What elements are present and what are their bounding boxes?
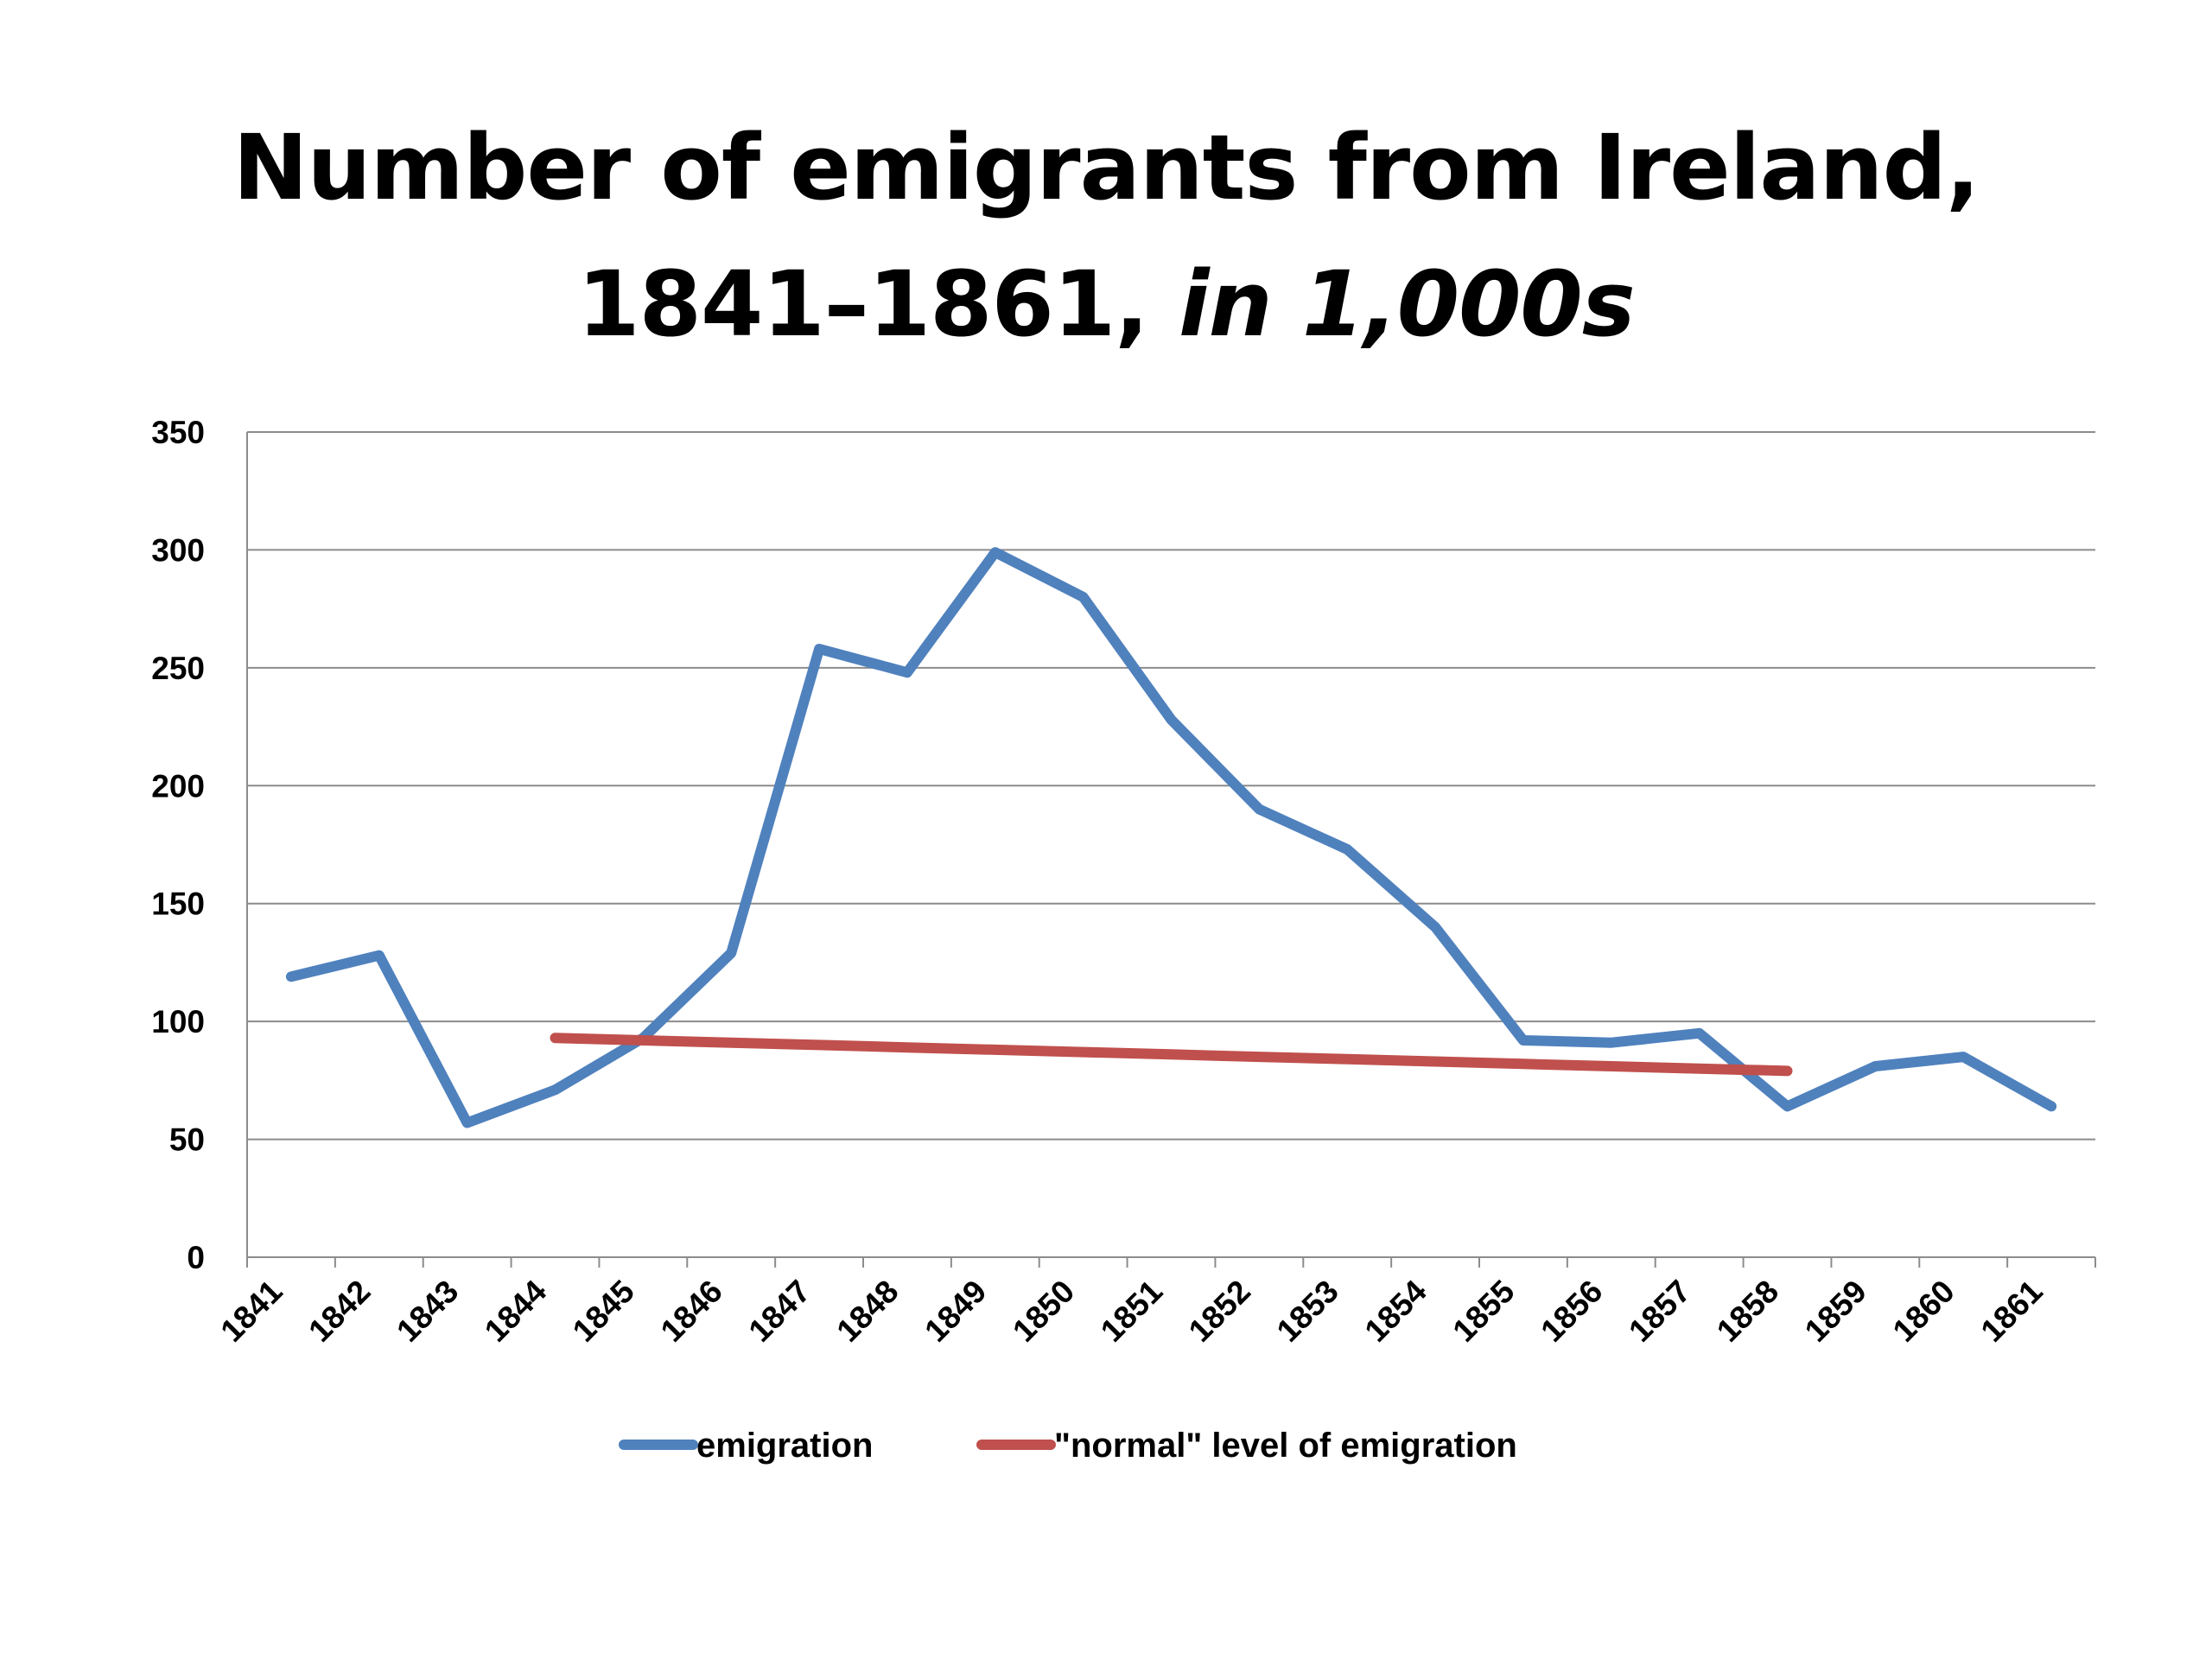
y-tick-label: 100 [151,1004,205,1039]
y-tick-label: 300 [151,532,205,568]
x-tick-label: 1853 [1270,1274,1345,1349]
y-tick-label: 0 [187,1240,205,1275]
y-tick-label: 50 [169,1122,205,1158]
x-axis-ticks: 1841 1842 1843 1844 1845 1846 1847 1848 1849 1850… [213,1273,2049,1348]
x-tick-label: 1847 [742,1274,817,1349]
series-line-emigration [285,547,2057,1128]
x-tick-label: 1841 [213,1274,289,1349]
x-tick-label: 1859 [1798,1274,1873,1349]
gridlines [247,431,2095,1141]
chart-title: Number of emigrants from Ireland, 1841–1… [0,99,2212,372]
x-tick-label: 1849 [918,1274,993,1349]
x-tick-label: 1842 [302,1274,377,1349]
axes [246,432,2096,1268]
x-tick-label: 1857 [1622,1274,1697,1349]
chart-title-line2: 1841–1861, in 1,000s [0,236,2212,372]
y-tick-label: 250 [151,651,205,686]
chart-title-line1: Number of emigrants from Ireland, [232,115,1980,220]
x-tick-label: 1850 [1006,1274,1081,1349]
legend: emigration "normal" level of emigration [619,1427,1517,1465]
x-tick-label: 1848 [830,1274,905,1349]
y-tick-label: 150 [151,887,205,922]
series-line-normal-level [550,1033,1793,1077]
y-tick-label: 350 [151,415,205,450]
y-tick-label: 200 [151,768,205,804]
legend-label: "normal" level of emigration [1054,1427,1517,1465]
series-lines [285,547,2057,1128]
x-tick-label: 1852 [1182,1274,1257,1349]
x-tick-label: 1858 [1710,1274,1785,1349]
x-tick-label: 1860 [1886,1274,1961,1349]
x-tick-label: 1851 [1094,1274,1169,1349]
x-tick-label: 1844 [478,1273,553,1348]
y-axis-ticks: 0 50 100 150 200 250 300 350 [151,415,205,1275]
legend-label: emigration [696,1427,873,1465]
x-tick-label: 1846 [654,1274,729,1349]
chart-title-unit: in 1,000s [1178,251,1636,357]
x-tick-label: 1861 [1974,1274,2050,1349]
x-tick-label: 1854 [1358,1273,1433,1348]
x-tick-label: 1856 [1534,1274,1609,1349]
chart-title-years: 1841–1861, [577,251,1148,357]
x-tick-label: 1855 [1446,1274,1521,1349]
x-tick-label: 1843 [390,1274,465,1349]
x-tick-label: 1845 [566,1274,641,1349]
